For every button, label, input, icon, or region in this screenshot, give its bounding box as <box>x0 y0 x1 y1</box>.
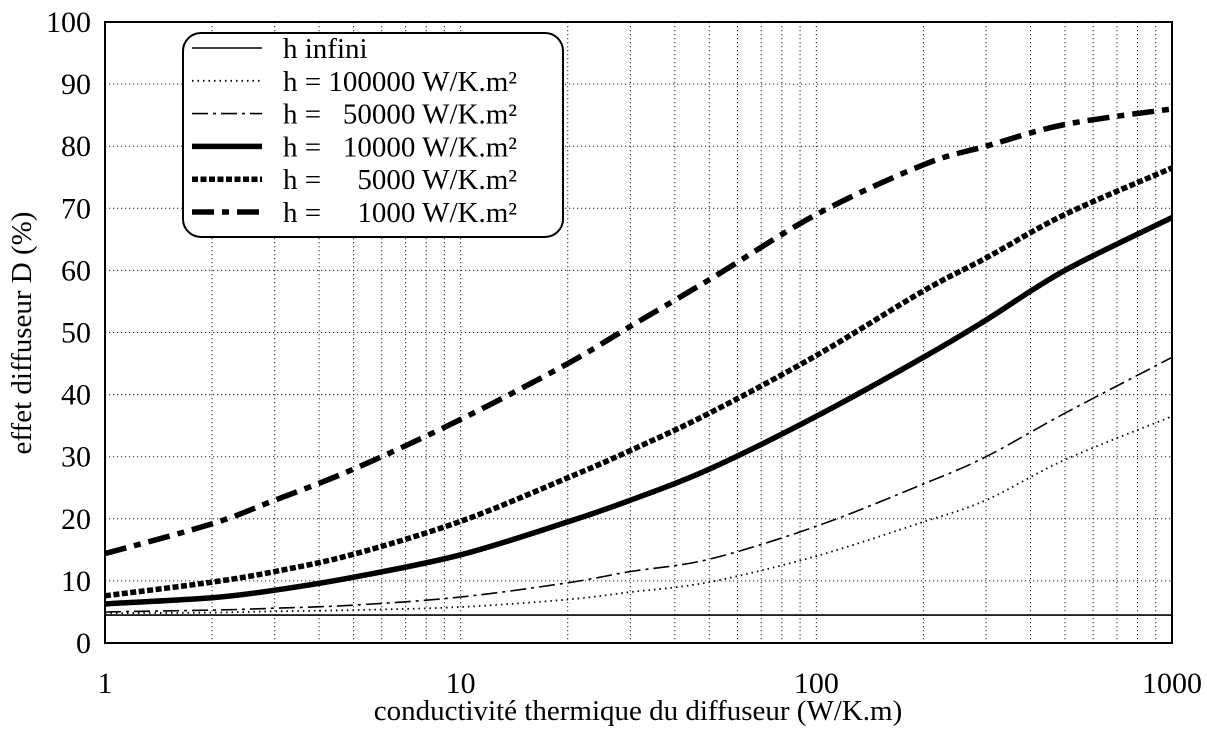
series-line-h-50000-w-k-m <box>105 356 1172 613</box>
legend-label: h = 100000 W/K.m² <box>283 66 517 98</box>
legend-label: h = 50000 W/K.m² <box>283 99 517 131</box>
y-tick-label: 60 <box>61 254 91 287</box>
series-line-h-5000-w-k-m <box>105 165 1172 599</box>
x-tick-label: 100 <box>794 667 839 700</box>
legend-item: h = 50000 W/K.m² <box>192 99 517 131</box>
legend-box <box>182 32 564 238</box>
series-line-h-1000-w-k-m <box>105 106 1172 557</box>
legend-item: h = 10000 W/K.m² <box>192 131 517 163</box>
y-tick-label: 100 <box>46 6 91 39</box>
legend-item: h = 1000 W/K.m² <box>192 197 517 229</box>
y-tick-label: 50 <box>61 317 91 350</box>
y-tick-label: 40 <box>61 379 91 412</box>
legend-label: h = 10000 W/K.m² <box>283 131 517 163</box>
y-tick-label: 10 <box>61 565 91 598</box>
legend-item: h infini <box>192 33 368 65</box>
legend-item: h = 100000 W/K.m² <box>192 66 517 98</box>
series-line-h-10000-w-k-m <box>105 215 1172 607</box>
legend-label: h = 5000 W/K.m² <box>283 164 517 196</box>
y-tick-label: 0 <box>76 627 91 660</box>
y-tick-label: 30 <box>61 441 91 474</box>
legend-label: h = 1000 W/K.m² <box>283 197 517 229</box>
y-tick-label: 90 <box>61 68 91 101</box>
series-layer <box>105 106 1172 616</box>
legend-label: h infini <box>283 33 368 65</box>
x-tick-label: 10 <box>446 667 476 700</box>
plot-frame <box>104 21 1173 644</box>
y-axis-title: effet diffuseur D (%) <box>6 212 38 455</box>
y-tick-label: 70 <box>61 192 91 225</box>
x-tick-label: 1000 <box>1142 667 1202 700</box>
x-tick-label: 1 <box>98 667 113 700</box>
x-axis: 1 10 100 1000 <box>98 667 1203 700</box>
legend-item: h = 5000 W/K.m² <box>192 164 517 196</box>
grid <box>105 22 1172 643</box>
y-tick-label: 80 <box>61 130 91 163</box>
x-axis-title: conductivité thermique du diffuseur (W/K… <box>374 695 903 727</box>
y-tick-label: 20 <box>61 503 91 536</box>
y-axis: 0 10 20 30 40 50 60 70 80 90 100 <box>46 6 91 660</box>
